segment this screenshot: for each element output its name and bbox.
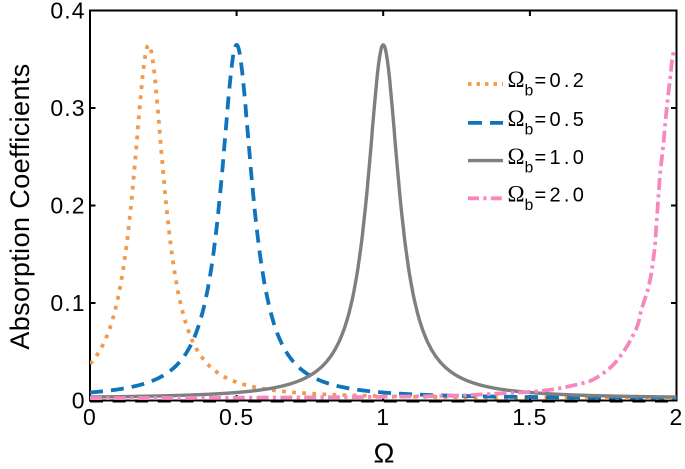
svg-text:0.4: 0.4 [50, 0, 85, 24]
svg-text:0: 0 [83, 404, 97, 430]
svg-text:Ωb: Ωb [508, 106, 534, 139]
svg-text:=2.0: =2.0 [535, 185, 588, 207]
svg-text:Ωb: Ωb [508, 182, 534, 215]
svg-text:=0.2: =0.2 [535, 70, 588, 92]
svg-text:0: 0 [72, 388, 86, 414]
svg-text:0.1: 0.1 [50, 290, 85, 316]
svg-text:Absorption Coefficients: Absorption Coefficients [5, 63, 35, 349]
svg-text:Ωb: Ωb [508, 144, 534, 177]
svg-text:=0.5: =0.5 [535, 109, 588, 131]
svg-text:=1.0: =1.0 [535, 147, 588, 169]
svg-text:1: 1 [376, 404, 390, 430]
svg-text:0.3: 0.3 [50, 95, 85, 121]
svg-text:2: 2 [670, 404, 684, 430]
svg-text:Ωb: Ωb [508, 67, 534, 100]
svg-text:0.5: 0.5 [219, 404, 254, 430]
svg-text:0.2: 0.2 [50, 193, 85, 219]
svg-text:Ω: Ω [374, 438, 395, 469]
svg-text:1.5: 1.5 [512, 404, 547, 430]
